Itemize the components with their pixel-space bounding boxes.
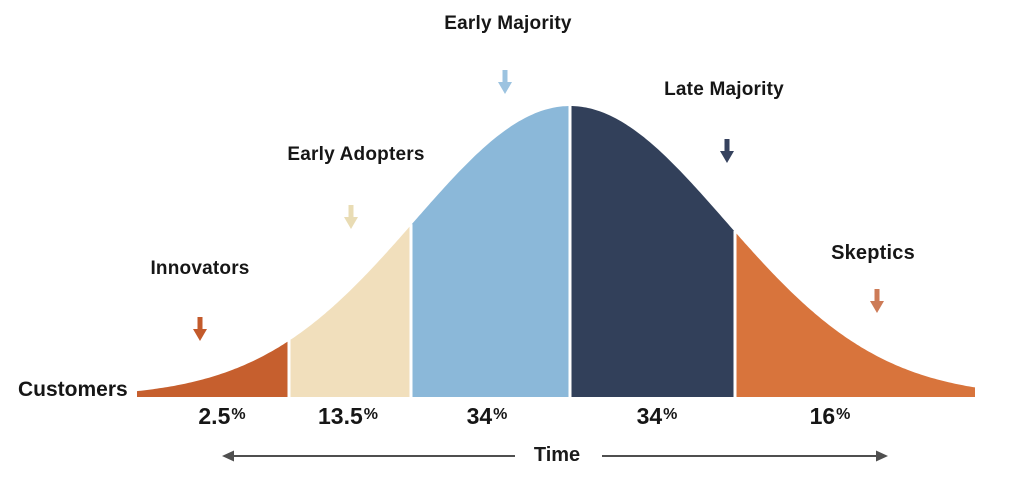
time-arrow-left-icon-head xyxy=(222,450,234,462)
segment-early-majority xyxy=(411,106,570,397)
label-late-majority: Late Majority xyxy=(664,79,784,100)
percent-skeptics: 16% xyxy=(809,403,851,429)
segment-skeptics xyxy=(735,231,975,397)
segment-early-adopters xyxy=(289,225,411,397)
x-axis-label-time: Time xyxy=(533,444,581,466)
label-early-majority: Early Majority xyxy=(444,13,572,34)
early-adopters-down-arrow-icon xyxy=(344,205,358,229)
late-majority-down-arrow-icon xyxy=(720,139,734,163)
percent-early-adopters: 13.5% xyxy=(318,403,378,429)
y-axis-label-customers: Customers xyxy=(18,378,128,401)
segment-late-majority xyxy=(570,106,735,397)
label-skeptics: Skeptics xyxy=(831,242,915,264)
skeptics-down-arrow-icon xyxy=(870,289,884,313)
label-innovators: Innovators xyxy=(150,258,250,279)
label-early-adopters: Early Adopters xyxy=(287,144,425,165)
percent-early-majority: 34% xyxy=(466,403,508,429)
percent-innovators: 2.5% xyxy=(198,403,246,429)
time-arrow-right-icon-head xyxy=(876,450,888,462)
percent-late-majority: 34% xyxy=(636,403,678,429)
segment-innovators xyxy=(137,340,289,397)
early-majority-down-arrow-icon xyxy=(498,70,512,94)
innovators-down-arrow-icon xyxy=(193,317,207,341)
